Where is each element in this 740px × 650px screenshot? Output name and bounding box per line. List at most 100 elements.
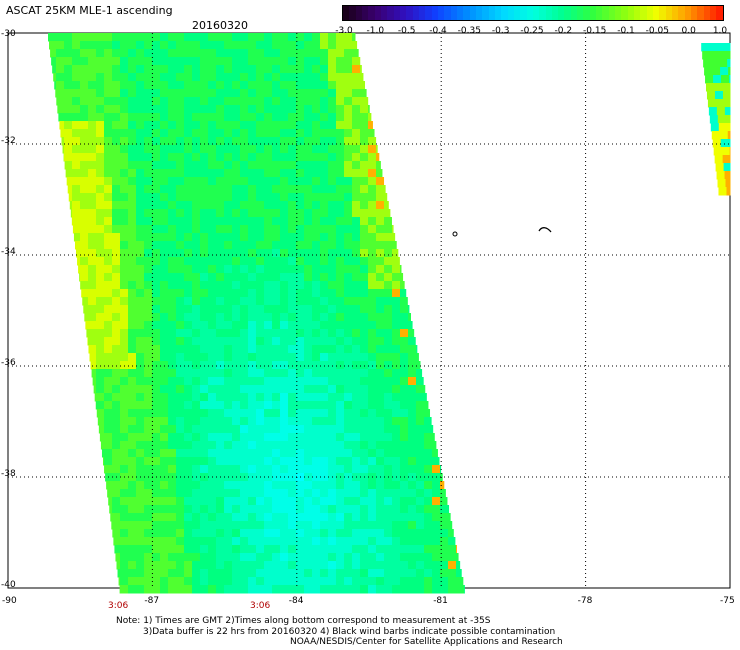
- swath-cell: [352, 57, 361, 66]
- swath-cell: [248, 489, 257, 498]
- swath-cell: [272, 33, 281, 42]
- swath-cell: [136, 89, 145, 98]
- swath-cell: [96, 297, 105, 306]
- swath-cell: [320, 409, 329, 418]
- swath-cell: [128, 329, 137, 338]
- swath-cell: [136, 409, 145, 418]
- swath-cell: [88, 57, 97, 66]
- swath-cell: [360, 345, 369, 354]
- swath-cell: [264, 433, 273, 442]
- swath-cell: [352, 89, 361, 98]
- swath-cell: [200, 561, 209, 570]
- swath-cell: [104, 113, 113, 122]
- swath-cell: [280, 265, 289, 274]
- swath-cell: [160, 153, 169, 162]
- swath-cell: [144, 265, 153, 274]
- swath-cell: [344, 169, 353, 178]
- swath-cell: [344, 153, 353, 162]
- swath-cell: [280, 433, 289, 442]
- swath-cell: [392, 265, 401, 274]
- swath-cell: [352, 121, 361, 130]
- swath-cell: [200, 57, 209, 66]
- swath-cell: [456, 545, 457, 554]
- swath-cell: [256, 393, 265, 402]
- swath-cell: [88, 97, 97, 106]
- swath-cell: [264, 137, 273, 146]
- swath-cell: [88, 209, 97, 218]
- swath-cell: [120, 273, 129, 282]
- swath-cell: [288, 169, 297, 178]
- swath-cell: [328, 465, 337, 474]
- swath-cell: [336, 89, 345, 98]
- swath-cell: [256, 361, 265, 370]
- swath-cell: [296, 97, 305, 106]
- swath-cell: [224, 561, 233, 570]
- swath-cell: [192, 561, 201, 570]
- swath-cell: [360, 481, 369, 490]
- swath-cell: [256, 289, 265, 298]
- swath-cell: [719, 59, 728, 68]
- swath-cell: [120, 585, 129, 594]
- swath-cell: [104, 89, 113, 98]
- swath-cell: [240, 337, 249, 346]
- swath-cell: [96, 153, 105, 162]
- swath-cell: [120, 401, 129, 410]
- swath-cell: [168, 537, 177, 546]
- swath-cell: [200, 505, 209, 514]
- swath-cell: [192, 449, 201, 458]
- swath-cell: [384, 521, 393, 530]
- swath-cell: [104, 185, 113, 194]
- swath-cell: [168, 57, 177, 66]
- swath-cell: [456, 585, 465, 594]
- swath-cell: [88, 137, 97, 146]
- swath-cell: [176, 337, 185, 346]
- swath-cell: [440, 577, 449, 586]
- swath-cell: [304, 281, 313, 290]
- swath-cell: [280, 129, 289, 138]
- swath-cell: [240, 297, 249, 306]
- swath-cell: [713, 75, 722, 84]
- swath-cell: [392, 257, 400, 266]
- swath-cell: [256, 513, 265, 522]
- swath-cell: [112, 401, 121, 410]
- swath-cell: [336, 249, 345, 258]
- swath-cell: [296, 249, 305, 258]
- swath-cell: [224, 161, 233, 170]
- swath-cell: [192, 569, 201, 578]
- swath-cell: [200, 297, 209, 306]
- swath-cell: [248, 569, 257, 578]
- swath-cell: [288, 529, 297, 538]
- swath-cell: [136, 393, 145, 402]
- swath-cell: [312, 201, 321, 210]
- swath-cell: [64, 161, 73, 170]
- swath-cell: [152, 217, 161, 226]
- swath-cell: [224, 433, 233, 442]
- swath-cell: [320, 81, 329, 90]
- colorbar-cell: [716, 6, 723, 20]
- swath-cell: [240, 185, 249, 194]
- swath-cell: [400, 553, 409, 562]
- swath-cell: [352, 313, 361, 322]
- swath-cell: [82, 297, 89, 306]
- swath-cell: [168, 497, 177, 506]
- swath-cell: [384, 225, 393, 234]
- swath-cell: [232, 241, 241, 250]
- swath-cell: [288, 137, 297, 146]
- swath-cell: [144, 57, 153, 66]
- swath-cell: [144, 457, 153, 466]
- swath-cell: [200, 433, 209, 442]
- swath-cell: [232, 505, 241, 514]
- swath-cell: [264, 561, 273, 570]
- swath-cell: [392, 305, 401, 314]
- swath-cell: [288, 145, 297, 154]
- swath-cell: [376, 209, 385, 218]
- swath-cell: [192, 441, 201, 450]
- swath-cell: [448, 521, 453, 530]
- swath-cell: [96, 409, 105, 418]
- swath-cell: [184, 193, 193, 202]
- swath-cell: [208, 241, 217, 250]
- swath-cell: [368, 113, 372, 122]
- swath-cell: [288, 121, 297, 130]
- swath-cell: [376, 425, 385, 434]
- swath-cell: [272, 113, 281, 122]
